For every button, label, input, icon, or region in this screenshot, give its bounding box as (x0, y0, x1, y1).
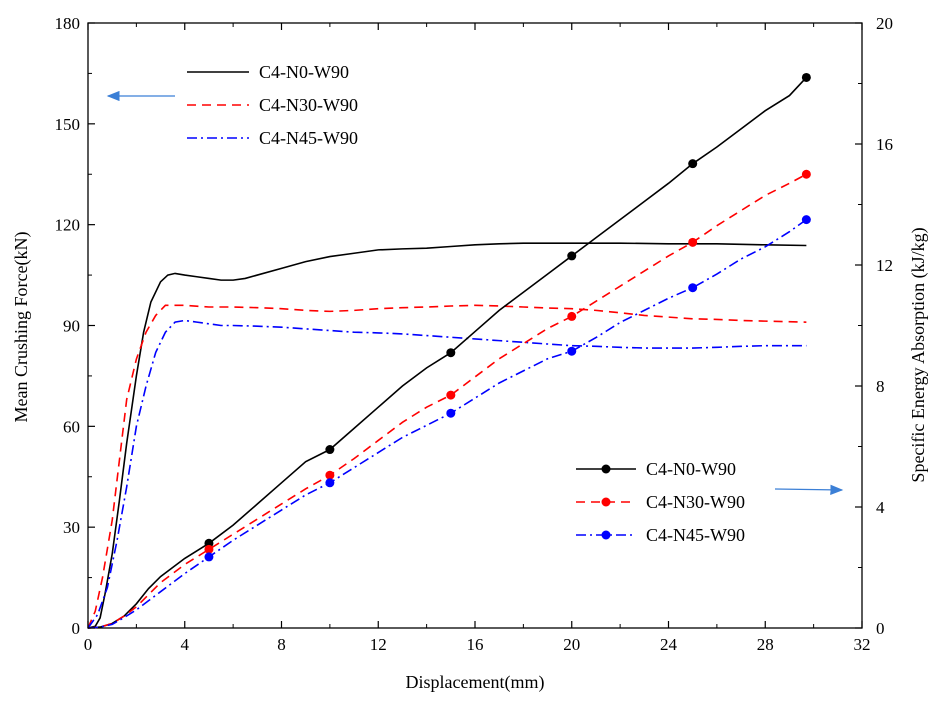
data-point (446, 390, 456, 400)
y-right-tick-label: 4 (876, 498, 885, 517)
x-tick-label: 12 (370, 635, 387, 654)
legend-force: C4-N0-W90 C4-N30-W90 C4-N45-W90 (187, 62, 358, 148)
legend-label: C4-N45-W90 (259, 128, 358, 148)
data-point (325, 478, 335, 488)
y-right-tick-label: 16 (876, 135, 893, 154)
data-point (567, 311, 577, 321)
y-left-tick-label: 60 (63, 417, 80, 436)
tick-layer: 0 4 8 12 16 20 24 28 32 0 30 60 90 120 150 180 0 4 8 12 16 20 (55, 14, 894, 654)
y-left-tick-label: 180 (55, 14, 81, 33)
series-line-0 (87, 242, 807, 629)
x-axis-title: Displacement(mm) (406, 672, 545, 693)
data-point (688, 283, 698, 293)
y-left-tick-label: 120 (55, 216, 81, 235)
data-point (204, 544, 214, 554)
legend-sea: C4-N0-W90 C4-N30-W90 C4-N45-W90 (576, 459, 745, 545)
data-point (325, 445, 335, 455)
x-tick-label: 0 (84, 635, 93, 654)
plot-frame (87, 22, 863, 629)
legend-label: C4-N0-W90 (259, 62, 349, 82)
data-point (801, 215, 811, 225)
x-tick-label: 16 (467, 635, 484, 654)
y-left-axis-title: Mean Crushing Force(kN) (11, 232, 32, 423)
plot-border (87, 22, 863, 629)
data-point (567, 346, 577, 356)
y-left-tick-label: 150 (55, 115, 81, 134)
x-tick-label: 24 (660, 635, 678, 654)
series-line-4 (87, 173, 807, 629)
marker-layer (204, 72, 811, 562)
x-tick-label: 28 (757, 635, 774, 654)
y-right-tick-label: 12 (876, 256, 893, 275)
data-point (801, 72, 811, 82)
data-point (801, 169, 811, 179)
legend-label: C4-N0-W90 (646, 459, 736, 479)
series-line-3 (87, 76, 807, 629)
data-point (688, 159, 698, 169)
right-axis-arrow (774, 484, 844, 496)
y-right-tick-label: 8 (876, 377, 885, 396)
data-point (567, 251, 577, 261)
x-tick-label: 20 (563, 635, 580, 654)
data-point (688, 237, 698, 247)
legend-marker (601, 530, 611, 540)
legend-label: C4-N45-W90 (646, 525, 745, 545)
y-left-tick-label: 30 (63, 518, 80, 537)
series-line-1 (87, 304, 807, 629)
y-right-axis-title: Specific Energy Absorption (kJ/kg) (908, 227, 929, 482)
axis-pointer-arrows (106, 90, 844, 496)
y-right-tick-label: 0 (876, 619, 885, 638)
data-point (204, 552, 214, 562)
y-left-tick-label: 0 (72, 619, 81, 638)
legend-marker (601, 497, 611, 507)
series-line-2 (87, 319, 807, 629)
x-tick-label: 8 (277, 635, 286, 654)
series-layer (87, 76, 807, 629)
series-line-5 (87, 218, 807, 629)
data-point (446, 408, 456, 418)
data-point (325, 470, 335, 480)
legend-marker (601, 464, 611, 474)
x-tick-label: 32 (854, 635, 871, 654)
data-point (446, 348, 456, 358)
legend-label: C4-N30-W90 (646, 492, 745, 512)
y-right-tick-label: 20 (876, 14, 893, 33)
x-tick-label: 4 (181, 635, 190, 654)
legend-label: C4-N30-W90 (259, 95, 358, 115)
y-left-tick-label: 90 (63, 317, 80, 336)
